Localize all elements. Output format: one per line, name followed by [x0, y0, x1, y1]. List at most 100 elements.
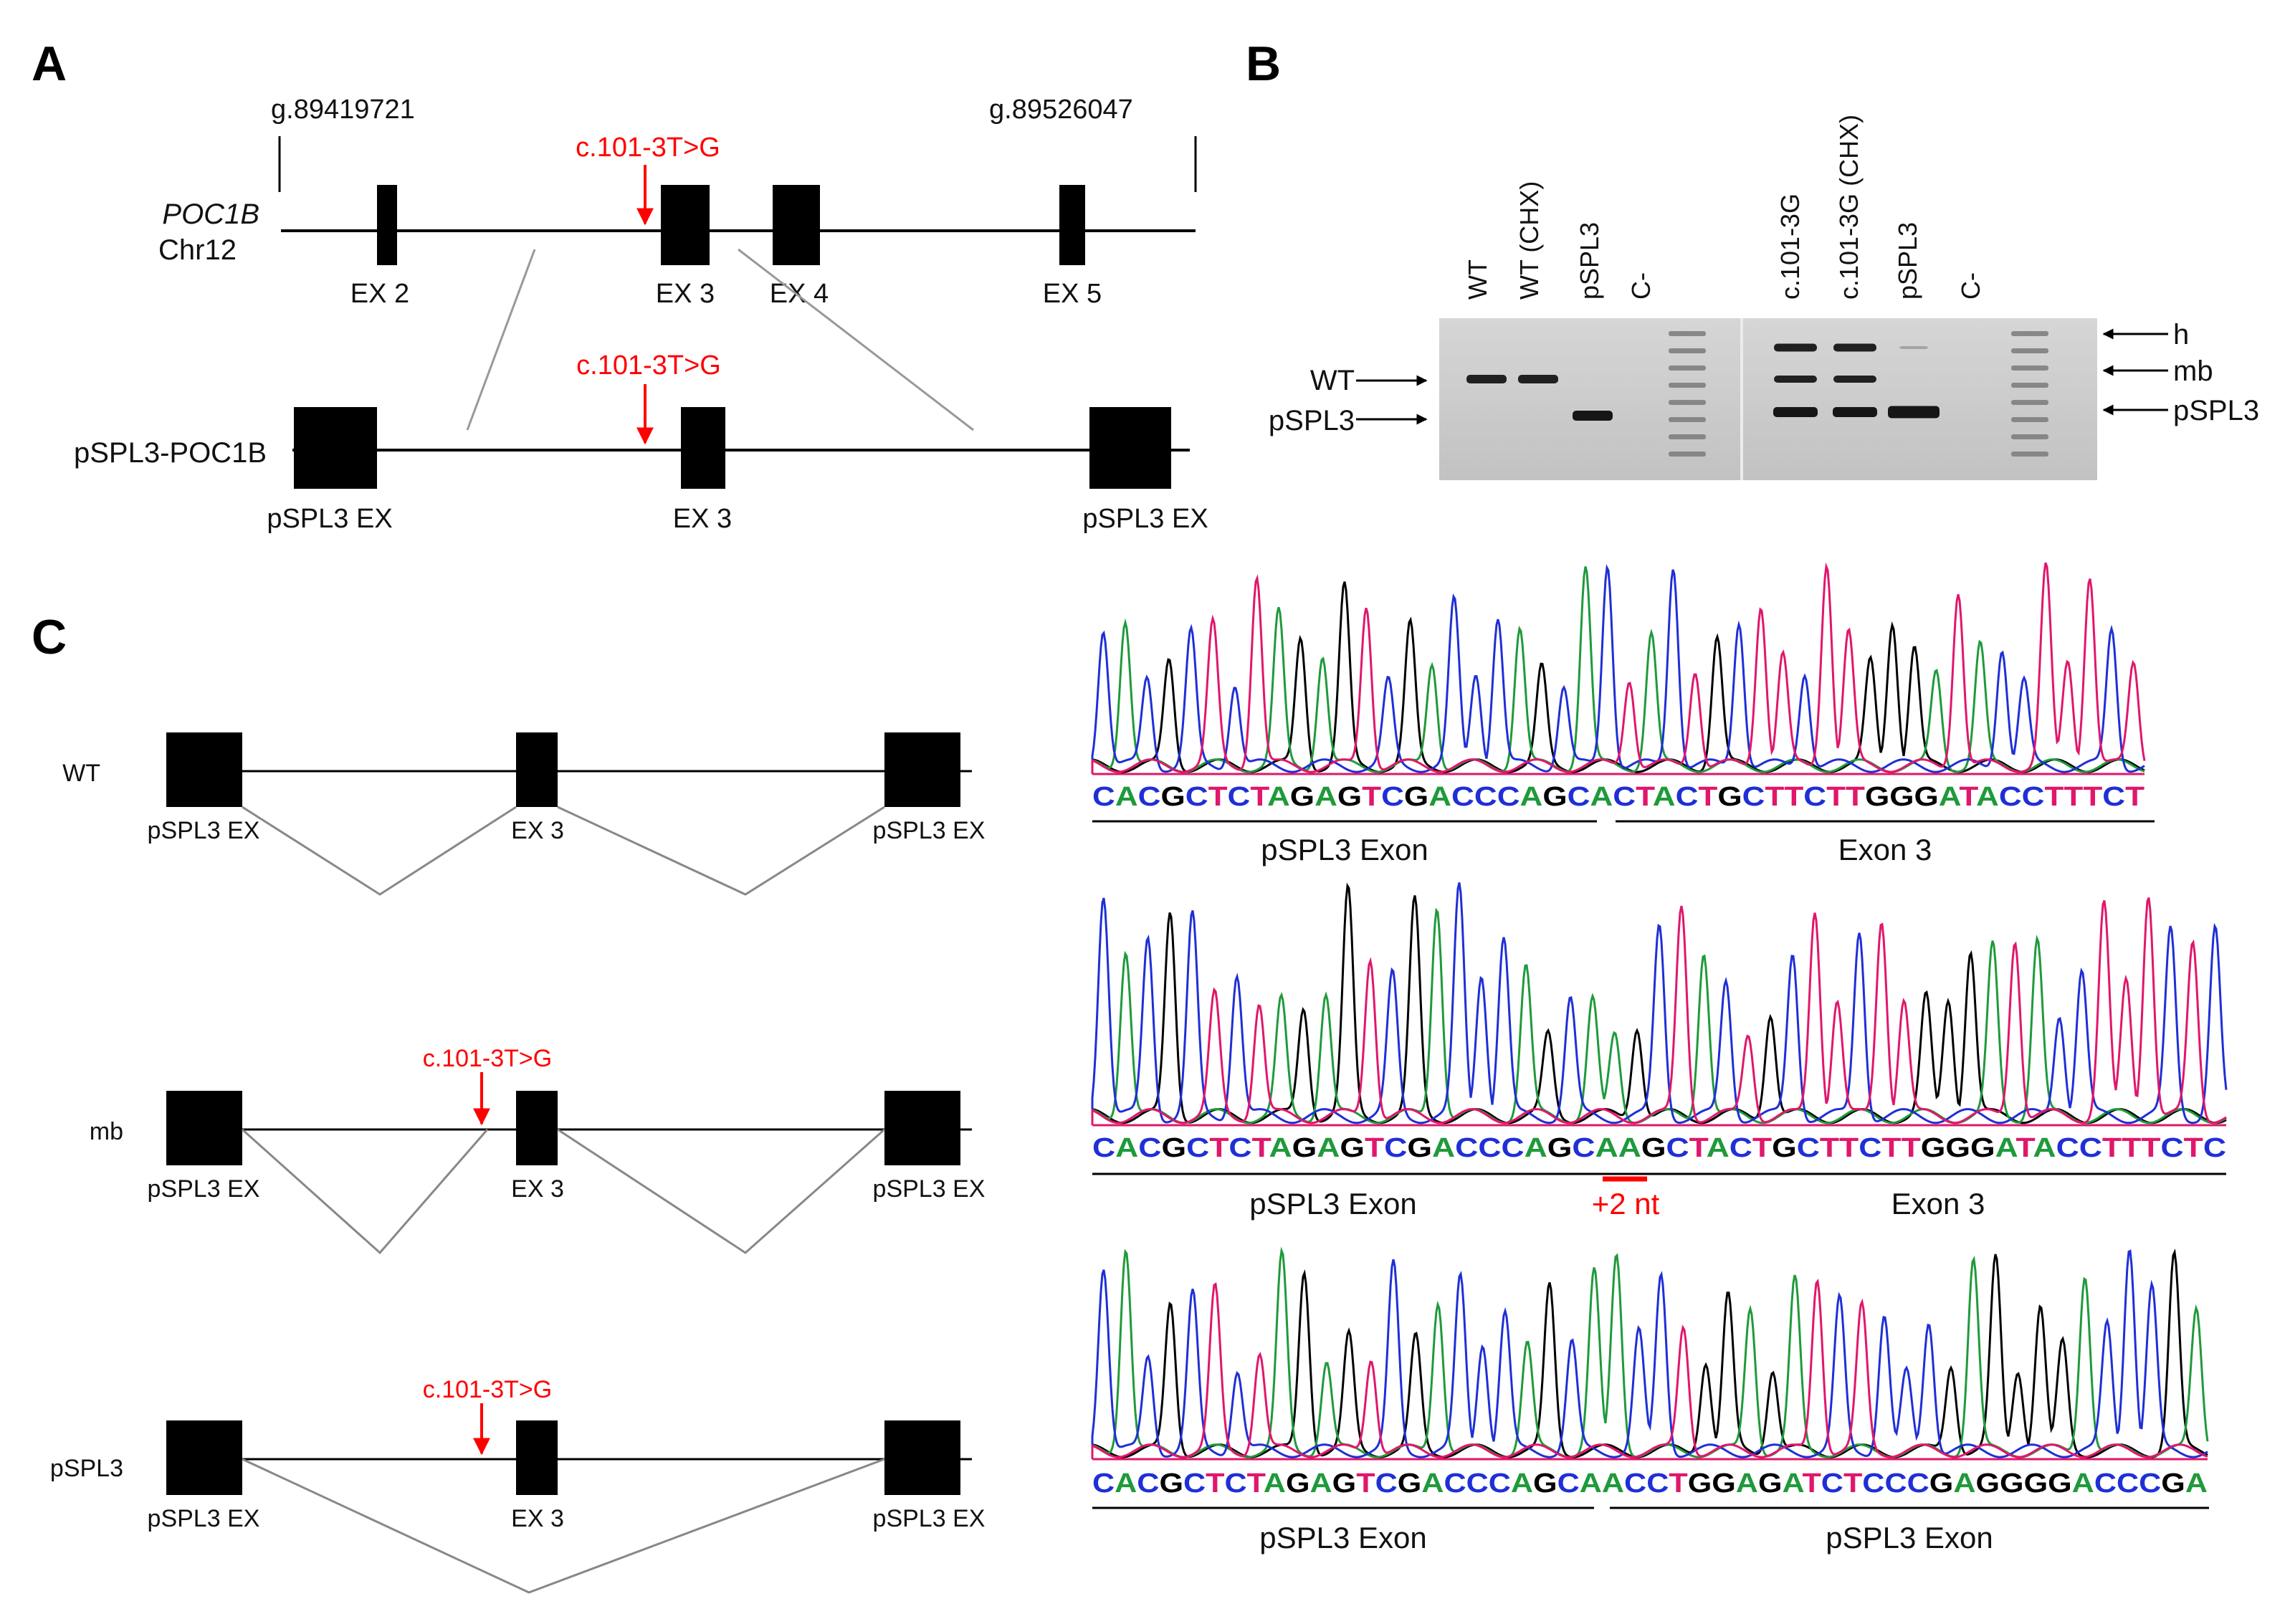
- wt-pspl3-exon-left: [166, 732, 242, 807]
- base-C: C: [2056, 1133, 2079, 1163]
- construct-exon-label-middle: EX 3: [673, 504, 732, 534]
- base-A: A: [1953, 1468, 1975, 1499]
- panel-c: C WT pSPL3 EX EX 3 pSPL3 EX mb c.101-3T>…: [32, 562, 2228, 1594]
- chromatogram-1-segment-label-2: Exon 3: [1838, 833, 1932, 866]
- chromatogram-2-segment-label-1: pSPL3 Exon: [1249, 1187, 1417, 1221]
- base-G: G: [2161, 1468, 2185, 1499]
- base-G: G: [1921, 1133, 1946, 1163]
- base-A: A: [1618, 1133, 1641, 1163]
- base-G: G: [1332, 1468, 1357, 1499]
- genomic-end-coordinate: g.89526047: [989, 95, 1133, 125]
- base-G: G: [1712, 1468, 1736, 1499]
- base-G: G: [1547, 1133, 1573, 1163]
- base-C: C: [1821, 1468, 1843, 1499]
- base-T: T: [1843, 1468, 1862, 1499]
- wt-pspl3-exon-right: [884, 732, 960, 807]
- base-T: T: [2122, 1133, 2141, 1163]
- construct-pspl3-exon-right: [1089, 407, 1171, 489]
- wt-exon-label-left: pSPL3 EX: [148, 817, 260, 844]
- base-C: C: [2102, 782, 2125, 812]
- base-T: T: [1206, 1468, 1224, 1499]
- marker-right-pspl3: pSPL3: [2173, 395, 2259, 426]
- mb-exon-label-left: pSPL3 EX: [148, 1175, 260, 1203]
- exon-3-block: [661, 185, 710, 265]
- base-C: C: [2022, 782, 2045, 812]
- ladder-1-band: [1669, 331, 1706, 336]
- base-C: C: [2160, 1133, 2183, 1163]
- chromatogram-1-trace: [1091, 562, 2146, 775]
- pspl3-exon-3: [516, 1420, 558, 1495]
- mb-variant-label: c.101-3T>G: [423, 1045, 552, 1072]
- gel-band: [1573, 411, 1613, 421]
- base-T: T: [1669, 1468, 1687, 1499]
- base-T: T: [1902, 1133, 1921, 1163]
- base-T: T: [1356, 1468, 1375, 1499]
- base-C: C: [1229, 1133, 1251, 1163]
- chromatogram-2-trace: [1091, 882, 2228, 1127]
- base-C: C: [2079, 1133, 2102, 1163]
- marker-right-h: h: [2173, 319, 2189, 350]
- base-A: A: [1595, 1133, 1618, 1163]
- chromosome-label: Chr12: [158, 234, 237, 266]
- row-label-pspl3: pSPL3: [50, 1455, 123, 1482]
- base-C: C: [1384, 1133, 1407, 1163]
- base-T: T: [2102, 1133, 2122, 1163]
- base-A: A: [1939, 782, 1961, 812]
- base-G: G: [1292, 1133, 1317, 1163]
- base-T: T: [2125, 782, 2145, 812]
- base-T: T: [1826, 782, 1846, 812]
- base-A: A: [1115, 782, 1138, 812]
- mb-pspl3-exon-right: [884, 1091, 960, 1165]
- base-T: T: [1209, 1133, 1229, 1163]
- gel-band: [1833, 407, 1877, 417]
- base-G: G: [1772, 1133, 1797, 1163]
- trace-channel-G: [1091, 1248, 2208, 1459]
- gene-name: POC1B: [162, 199, 259, 230]
- base-A: A: [1525, 1133, 1547, 1163]
- base-C: C: [1613, 782, 1636, 812]
- trace-channel-C: [1091, 1249, 2208, 1459]
- base-G: G: [1688, 1468, 1712, 1499]
- base-T: T: [1784, 782, 1803, 812]
- chromatogram-3: CACG CTCTAG AG TCG ACCCAG CAACCTG G AG ATCTCCCG A…: [1091, 1246, 2209, 1554]
- base-T: T: [1846, 782, 1865, 812]
- base-T: T: [1689, 1133, 1709, 1163]
- trace-channel-T: [1091, 897, 2227, 1125]
- base-C: C: [2203, 1133, 2226, 1163]
- chromatogram-1-sequence: C A C G C TC TA G A G TC G A C C C A G C A C TA C TG C TTC TTG G G A T…: [1092, 782, 2145, 812]
- base-C: C: [2094, 1468, 2117, 1499]
- panel-a: A g.89419721 g.89526047 POC1B Chr12 EX 2…: [32, 37, 1208, 534]
- exon-5-block: [1059, 185, 1085, 265]
- base-A: A: [1115, 1133, 1138, 1163]
- base-G: G: [1641, 1133, 1666, 1163]
- chromatogram-3-trace: [1091, 1246, 2209, 1461]
- base-A: A: [1115, 1468, 1137, 1499]
- mb-pspl3-exon-left: [166, 1091, 242, 1165]
- ladder-2-band: [2011, 331, 2048, 336]
- splice-diagram-wt: WT pSPL3 EX EX 3 pSPL3 EX: [62, 732, 985, 896]
- mb-splice-junction-1: [241, 1128, 489, 1255]
- base-A: A: [2185, 1468, 2208, 1499]
- pspl3-exon-label-right: pSPL3 EX: [873, 1505, 986, 1532]
- base-A: A: [1511, 1468, 1533, 1499]
- base-C: C: [1228, 782, 1251, 812]
- marker-left-wt: WT: [1310, 365, 1355, 396]
- base-T: T: [1802, 1468, 1821, 1499]
- construct-exon-3: [681, 407, 725, 489]
- base-A: A: [2033, 1133, 2056, 1163]
- base-T: T: [2141, 1133, 2160, 1163]
- base-G: G: [1975, 1468, 2000, 1499]
- ladder-2-band: [2011, 417, 2048, 422]
- base-A: A: [1315, 782, 1337, 812]
- base-A: A: [1421, 1468, 1444, 1499]
- base-C: C: [1742, 782, 1765, 812]
- trace-channel-T: [1091, 562, 2146, 774]
- base-C: C: [1183, 1468, 1206, 1499]
- mb-splice-junction-2: [557, 1128, 885, 1254]
- base-T: T: [1765, 782, 1784, 812]
- base-C: C: [1572, 1133, 1595, 1163]
- base-G: G: [1398, 1468, 1422, 1499]
- base-C: C: [1797, 1133, 1820, 1163]
- base-G: G: [1290, 782, 1315, 812]
- ladder-1-band: [1669, 417, 1706, 422]
